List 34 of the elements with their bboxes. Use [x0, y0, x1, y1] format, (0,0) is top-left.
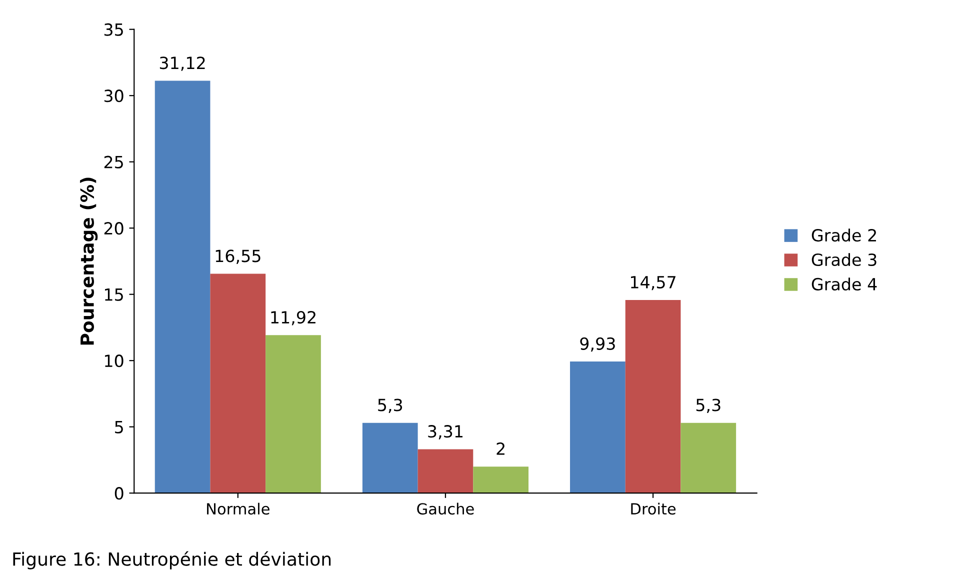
data-label: 3,31	[428, 425, 462, 440]
data-label: 14,57	[631, 276, 676, 290]
x-tick-label: Normale	[207, 502, 270, 515]
x-tick-label: Gauche	[417, 502, 474, 515]
bar	[570, 362, 626, 494]
bar	[473, 466, 528, 494]
bar	[266, 335, 321, 494]
data-label: 5,3	[378, 398, 402, 413]
bar	[680, 422, 736, 494]
bar	[362, 422, 418, 494]
x-tick-label: Droite	[631, 502, 676, 515]
data-label: 5,3	[696, 398, 720, 413]
legend-label: Grade 2	[812, 228, 876, 242]
legend-label: Grade 4	[812, 278, 877, 291]
data-label: 16,55	[216, 250, 260, 264]
bar	[154, 80, 210, 494]
data-label: 31,12	[160, 56, 205, 71]
bar	[210, 274, 266, 494]
data-label: 11,92	[271, 310, 316, 326]
data-label: 9,93	[580, 337, 615, 352]
data-label: 2	[496, 442, 504, 455]
y-tick-label: 25	[104, 156, 123, 168]
y-tick-label: 15	[105, 288, 123, 301]
bar	[418, 449, 474, 494]
bar	[625, 300, 681, 494]
y-axis-title: Pourcentage (%)	[80, 178, 98, 345]
y-tick-label: 20	[104, 222, 124, 235]
y-tick-label: 5	[115, 421, 123, 434]
y-tick-label: 35	[104, 23, 123, 36]
legend-label: Grade 3	[812, 253, 876, 266]
caption: Figure 16: Neutropénie et déviation	[13, 551, 331, 570]
y-tick-label: 0	[114, 487, 124, 500]
y-tick-label: 30	[104, 90, 124, 102]
y-tick-label: 10	[105, 354, 124, 368]
